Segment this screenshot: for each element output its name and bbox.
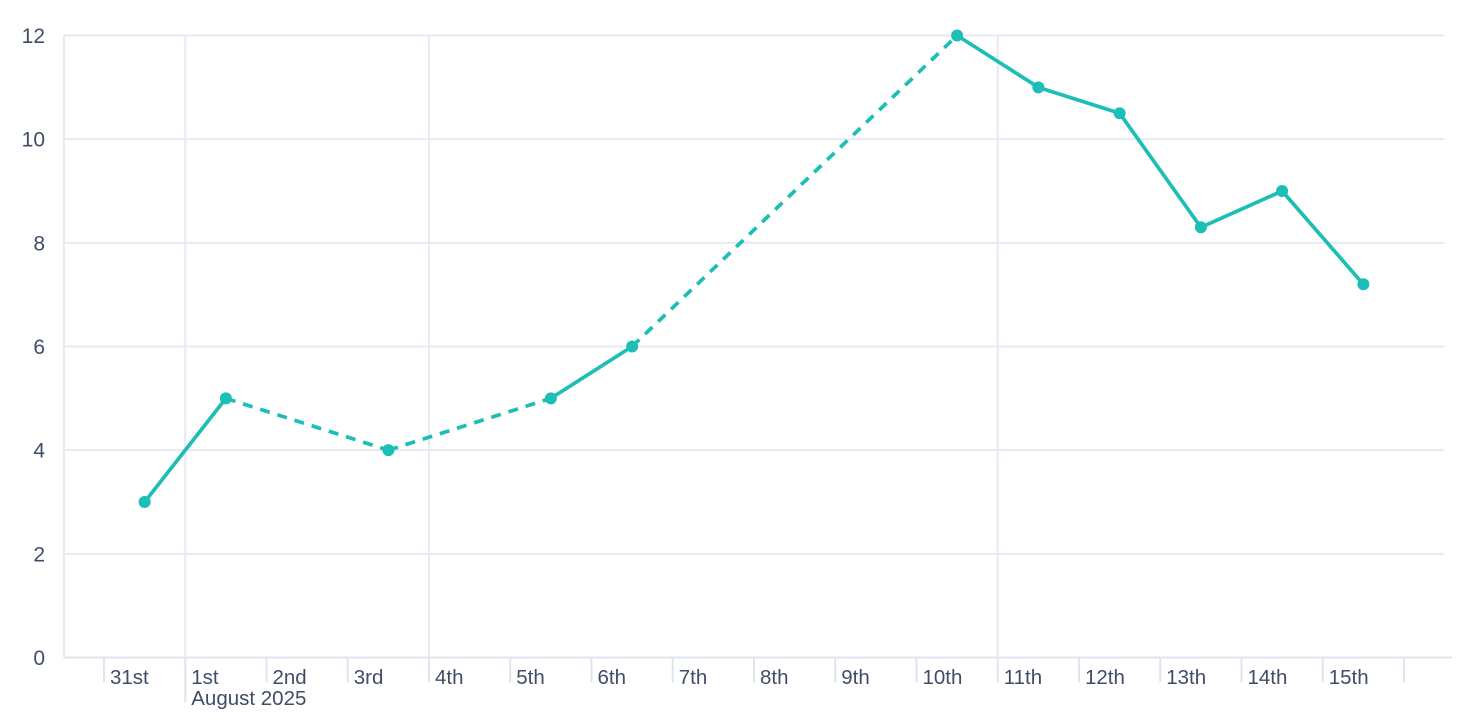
series-segment-solid [1036, 85, 1122, 116]
data-point-marker[interactable] [544, 392, 557, 405]
x-axis-label: 15th [1329, 666, 1369, 689]
data-point-marker[interactable] [138, 496, 151, 508]
series-segment-solid [142, 396, 228, 504]
y-axis-label: 8 [33, 232, 45, 255]
y-axis-label: 6 [33, 336, 45, 359]
data-point-marker[interactable] [1113, 107, 1126, 120]
x-axis-label: 5th [516, 666, 545, 689]
series-segment-solid [1117, 111, 1203, 230]
series-segment-dashed [630, 34, 959, 348]
x-axis-label: 9th [841, 666, 870, 689]
y-axis-label: 12 [22, 25, 45, 48]
data-point-marker[interactable] [382, 444, 395, 457]
series-segment-solid [955, 33, 1041, 90]
x-axis-month-label: August 2025 [191, 687, 306, 710]
x-axis-label: 10th [923, 666, 963, 689]
series-segment-solid [1280, 189, 1366, 287]
data-point-marker[interactable] [1194, 221, 1207, 234]
series-segment-solid [1199, 189, 1284, 230]
x-axis-label: 11th [1004, 666, 1042, 689]
data-point-marker[interactable] [1032, 81, 1045, 94]
x-axis-label: 7th [679, 666, 708, 689]
x-axis-label: 4th [435, 666, 464, 689]
y-axis-label: 2 [33, 543, 45, 566]
x-axis-label: 31st [110, 666, 149, 689]
data-point-marker[interactable] [1276, 185, 1289, 197]
x-axis-label: 3rd [354, 666, 384, 689]
x-axis-label: 2nd [273, 666, 307, 689]
data-point-marker[interactable] [1357, 278, 1370, 291]
x-axis-label: 14th [1248, 666, 1288, 689]
x-axis-label: 1st [191, 666, 219, 689]
y-axis-label: 0 [33, 647, 45, 670]
x-axis-label: 6th [598, 666, 627, 689]
data-point-marker[interactable] [219, 392, 232, 405]
y-axis-label: 10 [22, 129, 45, 152]
y-axis-label: 4 [33, 440, 45, 463]
x-axis-label: 13th [1166, 666, 1206, 689]
x-axis-label: 12th [1085, 666, 1125, 689]
x-axis-label: 8th [760, 666, 789, 689]
data-point-marker[interactable] [951, 29, 964, 42]
data-point-marker[interactable] [626, 340, 639, 353]
series-segment-solid [549, 344, 634, 401]
